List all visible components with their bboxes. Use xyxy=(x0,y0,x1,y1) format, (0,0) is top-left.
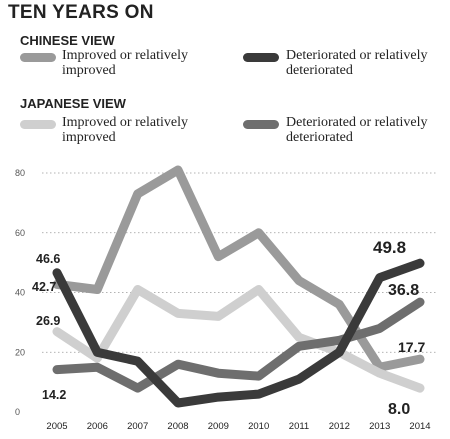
data-label-japanese_improved-2005: 26.9 xyxy=(36,314,60,328)
x-tick-label: 2007 xyxy=(127,421,148,432)
legend-label-japanese-deteriorated: Deteriorated or relatively deteriorated xyxy=(286,115,428,145)
legend-swatch-japanese-improved xyxy=(20,120,56,129)
data-label-chinese_deteriorated-2005: 46.6 xyxy=(36,252,60,266)
data-label-chinese_improved-2014: 17.7 xyxy=(398,339,425,355)
x-tick-label: 2012 xyxy=(329,421,350,432)
y-tick-label: 40 xyxy=(15,288,25,298)
x-tick-label: 2010 xyxy=(248,421,269,432)
x-tick-label: 2006 xyxy=(87,421,108,432)
y-tick-label: 60 xyxy=(15,228,25,238)
x-tick-label: 2009 xyxy=(208,421,229,432)
y-tick-label: 80 xyxy=(15,168,25,178)
data-label-japanese_improved-2014: 8.0 xyxy=(388,401,410,418)
legend-label-japanese-improved: Improved or relatively improved xyxy=(62,115,188,145)
legend-swatch-chinese-improved xyxy=(20,53,56,62)
chart-title: TEN YEARS ON xyxy=(8,2,154,23)
y-tick-label: 20 xyxy=(15,347,25,357)
series-line-chinese_deteriorated xyxy=(52,258,425,408)
series-line-japanese_improved xyxy=(52,285,425,393)
x-tick-label: 2005 xyxy=(46,421,67,432)
chinese-view-heading: CHINESE VIEW xyxy=(20,33,115,48)
data-label-chinese_deteriorated-2014: 49.8 xyxy=(373,238,406,257)
x-tick-label: 2011 xyxy=(289,421,309,432)
legend-swatch-japanese-deteriorated xyxy=(243,120,279,129)
japanese-view-heading: JAPANESE VIEW xyxy=(20,96,126,111)
data-label-japanese_deteriorated-2005: 14.2 xyxy=(42,388,66,402)
y-tick-label: 0 xyxy=(15,407,20,417)
legend-label-chinese-deteriorated: Deteriorated or relatively deteriorated xyxy=(286,48,428,78)
x-tick-label: 2014 xyxy=(409,421,430,432)
x-tick-label: 2008 xyxy=(167,421,188,432)
legend-swatch-chinese-deteriorated xyxy=(243,53,279,62)
x-tick-label: 2013 xyxy=(369,421,390,432)
data-label-chinese_improved-2005: 42.7 xyxy=(32,280,56,294)
legend-label-chinese-improved: Improved or relatively improved xyxy=(62,48,188,78)
data-label-japanese_deteriorated-2014: 36.8 xyxy=(388,282,419,299)
series-line-japanese_deteriorated xyxy=(52,297,425,393)
